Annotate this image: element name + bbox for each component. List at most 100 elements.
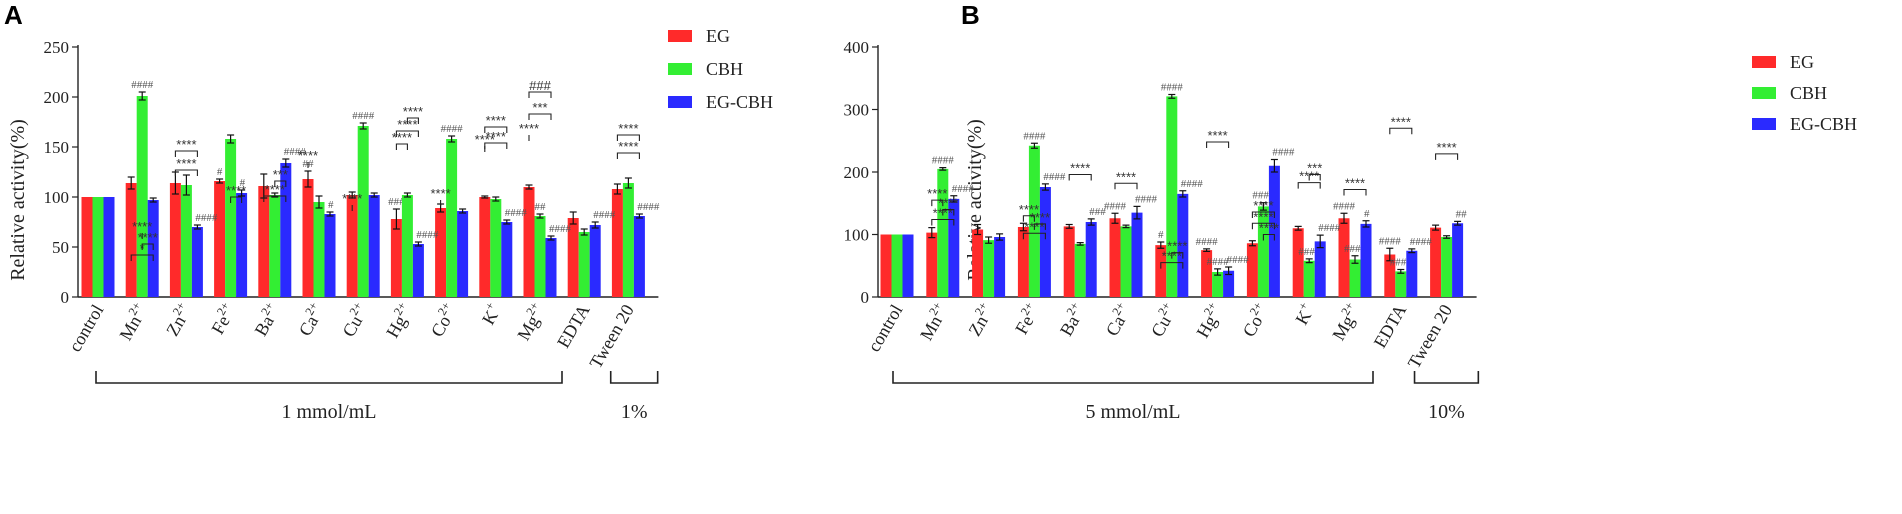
a-bar-eg-cbh [545, 238, 557, 297]
a-significance-bracket [395, 143, 408, 150]
b-bar-eg [1384, 254, 1396, 297]
b-y-tick-label: 400 [844, 38, 870, 57]
b-hash-mark: #### [1227, 254, 1250, 266]
a-x-tick-label: Cu2+ [336, 299, 373, 340]
a-legend-entry: EG-CBH [706, 92, 773, 112]
b-bar-eg-cbh [948, 198, 960, 297]
a-legend-swatch [668, 63, 692, 75]
b-bar-eg-cbh [1177, 193, 1189, 297]
b-significance-bracket [1033, 223, 1046, 230]
a-y-tick-label: 100 [44, 188, 70, 207]
panel-b-plot: 0100200300400###########################… [844, 38, 1858, 423]
b-significance-bracket [1068, 173, 1092, 181]
b-significance-bracket [931, 218, 955, 226]
b-bar-eg [972, 229, 984, 297]
b-bar-eg [1201, 250, 1213, 297]
b-x-tick-superscript: 2+ [972, 299, 991, 317]
a-significance-label: **** [486, 113, 506, 128]
b-bar-eg [1017, 227, 1029, 297]
a-x-tick-label: control [65, 301, 108, 355]
a-significance-label: **** [486, 129, 506, 144]
a-x-tick-superscript: 2+ [125, 299, 144, 317]
a-bar-eg-cbh [501, 222, 513, 297]
b-hash-mark: #### [1333, 200, 1356, 212]
a-significance-label: ### [529, 78, 551, 93]
a-bar-cbh [269, 195, 281, 297]
b-x-tick-label: Ca2+ [1099, 299, 1135, 339]
a-hash-mark: # [217, 166, 223, 178]
a-y-tick-label: 150 [44, 138, 70, 157]
a-group-bracket [95, 371, 563, 384]
b-significance-label: **** [1207, 128, 1227, 143]
b-x-tick-label: Cu2+ [1144, 299, 1181, 340]
a-bar-eg [611, 189, 623, 297]
a-bar-eg [169, 183, 181, 297]
b-hash-mark: # [1158, 229, 1164, 241]
a-bar-cbh [180, 185, 192, 297]
a-significance-bracket [484, 142, 508, 149]
a-x-tick-label: K+ [475, 299, 505, 328]
a-significance-bracket [528, 91, 552, 98]
a-bar-cbh [490, 199, 502, 297]
b-hash-mark: #### [1318, 222, 1341, 234]
a-hash-mark: #### [131, 79, 154, 91]
b-bar-eg [926, 232, 938, 297]
a-bar-eg-cbh [191, 227, 203, 297]
a-hash-mark: ## [535, 201, 547, 213]
b-y-tick-label: 200 [844, 163, 870, 182]
a-bar-cbh [401, 195, 413, 297]
b-significance-bracket [1389, 127, 1413, 135]
a-x-tick-superscript: 2+ [214, 299, 233, 317]
b-hash-mark: #### [952, 183, 975, 195]
a-significance-label: *** [273, 167, 288, 182]
a-hash-mark: #### [549, 223, 572, 235]
a-hash-mark: #### [505, 207, 528, 219]
a-bar-eg-cbh [280, 163, 292, 297]
a-hash-mark: #### [284, 146, 307, 158]
a-bar-eg-cbh [103, 197, 115, 297]
b-significance-label: *** [1307, 161, 1322, 176]
b-significance-label: **** [927, 186, 947, 201]
b-bar-eg-cbh [1452, 223, 1464, 297]
b-x-tick-superscript: 2+ [1063, 299, 1082, 317]
a-bar-cbh [446, 139, 458, 297]
b-hash-mark: ### [1089, 206, 1106, 218]
b-significance-bracket [942, 208, 955, 216]
a-significance-label: **** [403, 104, 423, 119]
b-significance-bracket [931, 199, 944, 207]
a-significance-bracket [616, 134, 640, 141]
a-significance-label: **** [132, 219, 152, 234]
b-hash-mark: #### [1272, 147, 1295, 159]
b-legend-entry: CBH [1790, 83, 1827, 103]
a-significance-bracket [616, 152, 640, 159]
b-hash-mark: #### [1023, 130, 1046, 142]
a-significance-label: **** [392, 130, 412, 145]
a-significance-label: **** [618, 121, 638, 136]
b-bar-eg-cbh [1406, 250, 1418, 297]
b-hash-mark: #### [1207, 256, 1230, 268]
b-legend-entry: EG-CBH [1790, 114, 1857, 134]
a-group-label: 1% [621, 401, 648, 423]
a-bar-eg [346, 195, 358, 297]
b-significance-bracket [1171, 252, 1184, 259]
a-x-tick-label: Hg2+ [380, 299, 417, 341]
a-bar-eg [523, 187, 535, 297]
a-bar-cbh [357, 126, 369, 297]
a-significance-bracket [174, 150, 198, 157]
b-hash-mark: #### [1181, 178, 1204, 190]
b-bar-eg [1155, 245, 1167, 297]
b-x-tick-label: Mg2+ [1326, 299, 1365, 343]
a-bar-eg [567, 218, 579, 297]
a-x-tick-superscript: 2+ [435, 299, 454, 317]
a-group-bracket [609, 371, 659, 384]
a-bar-eg [214, 181, 226, 297]
b-bar-cbh [1074, 243, 1086, 297]
a-y-tick-label: 0 [61, 288, 70, 307]
b-group-label: 5 mmol/mL [1086, 401, 1181, 423]
a-x-tick-label: Fe2+ [205, 299, 240, 337]
b-hash-mark: # [1364, 208, 1370, 220]
b-bar-eg-cbh [1314, 241, 1326, 297]
a-significance-label: **** [342, 191, 362, 206]
a-y-tick-label: 250 [44, 38, 70, 57]
